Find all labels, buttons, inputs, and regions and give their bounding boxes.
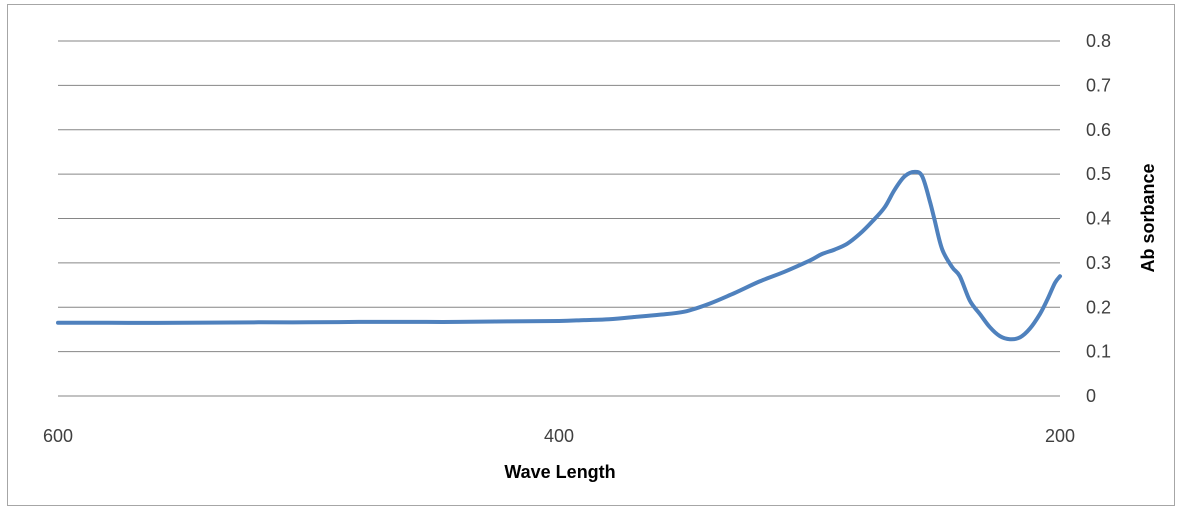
y-tick-label: 0.2 xyxy=(1086,297,1111,317)
x-tick-label: 400 xyxy=(544,426,574,446)
series-line-0 xyxy=(56,169,1062,342)
y-tick-label: 0.8 xyxy=(1086,31,1111,51)
series-group xyxy=(56,169,1062,342)
y-tick-label: 0.5 xyxy=(1086,164,1111,184)
y-axis-title: Ab sorbance xyxy=(1138,163,1158,272)
y-tick-label: 0.3 xyxy=(1086,253,1111,273)
x-axis-ticks: 600 400 200 xyxy=(43,426,1075,446)
x-axis-title: Wave Length xyxy=(504,462,615,482)
x-tick-label: 200 xyxy=(1045,426,1075,446)
gridlines xyxy=(58,40,1060,397)
y-tick-label: 0.1 xyxy=(1086,342,1111,362)
x-tick-label: 600 xyxy=(43,426,73,446)
y-axis-ticks: 0 0.1 0.2 0.3 0.4 0.5 0.6 0.7 0.8 xyxy=(1086,31,1111,406)
chart-frame xyxy=(7,4,1175,506)
y-tick-label: 0.6 xyxy=(1086,120,1111,140)
y-tick-label: 0.4 xyxy=(1086,209,1111,229)
y-tick-label: 0 xyxy=(1086,386,1096,406)
y-tick-label: 0.7 xyxy=(1086,75,1111,95)
